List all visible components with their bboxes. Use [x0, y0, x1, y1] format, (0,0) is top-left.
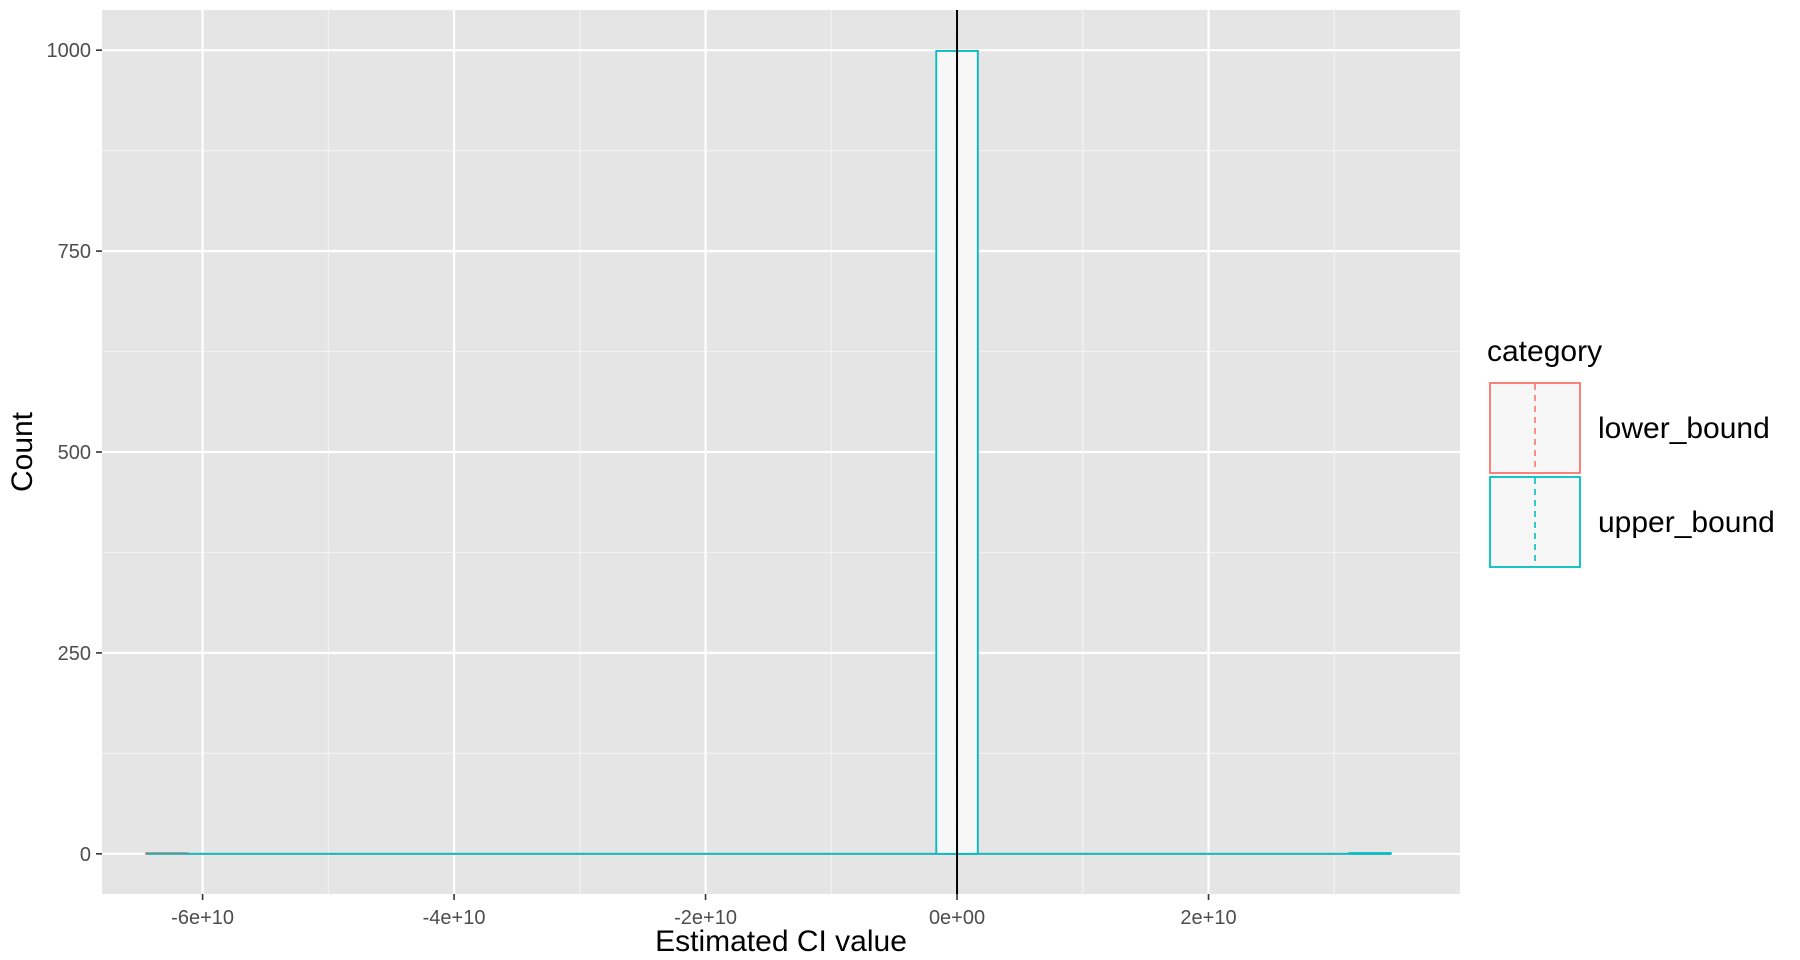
- legend: category lower_bound upper_bound: [1487, 335, 1775, 568]
- y-tick-label: 500: [58, 442, 91, 464]
- legend-label-upper_bound: upper_bound: [1598, 506, 1775, 539]
- x-axis-title: Estimated CI value: [655, 925, 907, 958]
- x-tick-label: -4e+10: [423, 907, 486, 929]
- axes: -6e+10 -4e+10 -2e+10 0e+00 2e+10 0 250 500 750 10…: [47, 40, 1237, 929]
- y-tick-label: 750: [58, 241, 91, 263]
- x-tick-label: 0e+00: [929, 907, 985, 929]
- x-tick-label: 2e+10: [1180, 907, 1236, 929]
- x-tick-label: -2e+10: [674, 907, 737, 929]
- x-tick-label: -6e+10: [171, 907, 234, 929]
- y-tick-label: 0: [80, 844, 91, 866]
- y-tick-label: 1000: [47, 40, 92, 62]
- histogram-bar: [1348, 852, 1392, 855]
- legend-title: category: [1487, 335, 1602, 368]
- y-tick-label: 250: [58, 643, 91, 665]
- plot-panel: [102, 10, 1460, 894]
- legend-label-lower_bound: lower_bound: [1598, 412, 1770, 445]
- y-axis-title: Count: [6, 411, 39, 492]
